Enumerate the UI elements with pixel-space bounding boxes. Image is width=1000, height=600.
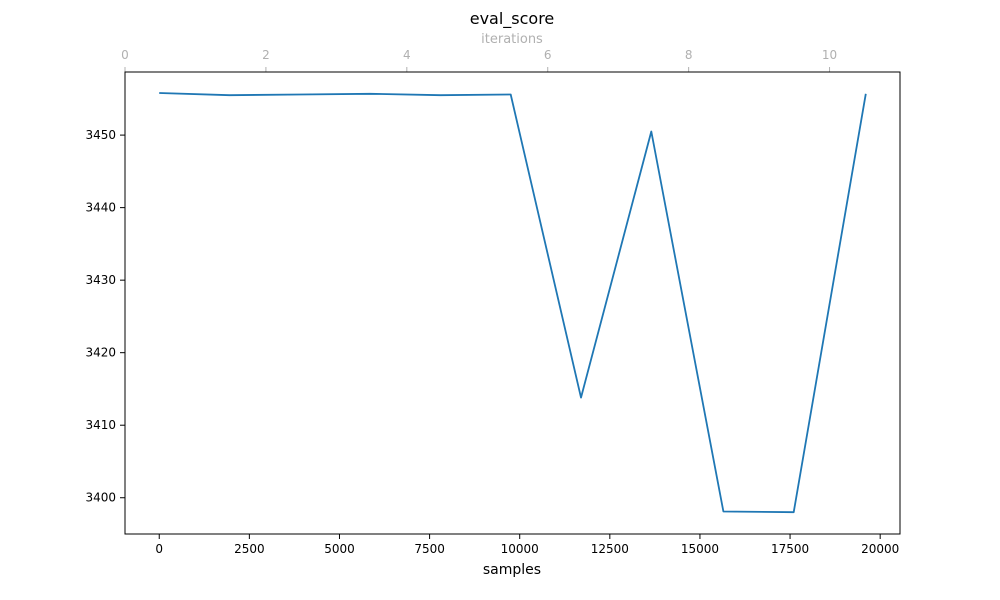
series-line <box>159 92 867 514</box>
plot-area <box>124 71 901 535</box>
top-tick-label: 2 <box>262 48 270 62</box>
y-tick-label: 3440 <box>85 201 116 215</box>
y-tick-label: 3410 <box>85 418 116 432</box>
x-tick-label: 0 <box>155 542 163 556</box>
x-tick-label: 7500 <box>414 542 445 556</box>
top-axis-label: iterations <box>481 32 543 47</box>
x-tick-label: 15000 <box>681 542 719 556</box>
chart-title: eval_score <box>470 9 555 29</box>
x-axis-label: samples <box>483 562 541 578</box>
x-tick-label: 10000 <box>501 542 539 556</box>
top-axis-ticks: 0 2 4 6 8 10 <box>121 48 837 72</box>
y-tick-label: 3400 <box>85 491 116 505</box>
series-layer <box>159 92 867 514</box>
top-tick-label: 0 <box>121 48 129 62</box>
top-tick-label: 10 <box>822 48 837 62</box>
left-axis-ticks: 3400 3410 3420 3430 3440 3450 <box>85 128 125 505</box>
x-tick-label: 20000 <box>861 542 899 556</box>
top-tick-label: 6 <box>544 48 552 62</box>
x-tick-label: 5000 <box>324 542 355 556</box>
y-tick-label: 3420 <box>85 346 116 360</box>
y-tick-label: 3450 <box>85 128 116 142</box>
x-tick-label: 17500 <box>771 542 809 556</box>
bottom-axis-ticks: 0 2500 5000 7500 10000 12500 15000 17500 20000 <box>155 534 899 556</box>
x-tick-label: 2500 <box>234 542 265 556</box>
top-tick-label: 4 <box>403 48 411 62</box>
top-tick-label: 8 <box>685 48 693 62</box>
y-tick-label: 3430 <box>85 273 116 287</box>
x-tick-label: 12500 <box>591 542 629 556</box>
